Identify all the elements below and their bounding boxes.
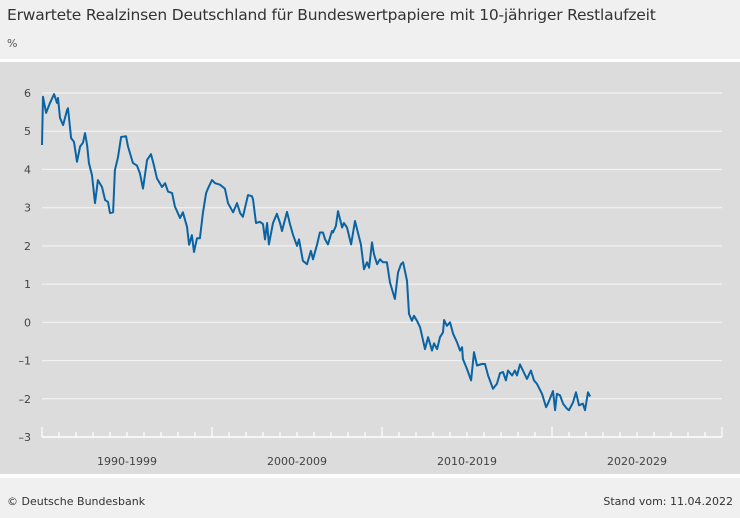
- x-category-label: 2010-2019: [437, 455, 497, 468]
- y-tick-label: 0: [24, 316, 31, 329]
- gridlines: [42, 92, 722, 400]
- y-tick-label: 6: [24, 87, 31, 100]
- x-category-label: 1990-1999: [97, 455, 157, 468]
- y-tick-label: –1: [19, 355, 32, 368]
- y-tick-label: 1: [24, 278, 31, 291]
- x-category-label: 2020-2029: [607, 455, 667, 468]
- y-tick-label: 5: [24, 125, 31, 138]
- y-tick-label: 4: [24, 163, 31, 176]
- y-tick-label: 3: [24, 202, 31, 215]
- x-category-label: 2000-2009: [267, 455, 327, 468]
- y-tick-label: 2: [24, 240, 31, 253]
- x-axis: 1990-1999 2000-2009 2010-2019 2020-2029: [41, 427, 723, 468]
- line-chart: 6 5 4 3 2 1 0 –1 –2 –3 1990-1999 2000-2009 2010-201…: [19, 87, 723, 468]
- y-tick-label: –2: [19, 393, 32, 406]
- series-line: [41, 93, 591, 412]
- chart-title: Erwartete Realzinsen Deutschland für Bun…: [7, 6, 656, 24]
- data-date: Stand vom: 11.04.2022: [603, 495, 733, 508]
- unit-label: %: [7, 37, 18, 50]
- y-tick-label: –3: [19, 431, 32, 444]
- y-axis: 6 5 4 3 2 1 0 –1 –2 –3: [19, 87, 32, 444]
- copyright: © Deutsche Bundesbank: [7, 495, 146, 508]
- chart-panel: 6 5 4 3 2 1 0 –1 –2 –3 1990-1999 2000-2009 2010-201…: [0, 59, 740, 478]
